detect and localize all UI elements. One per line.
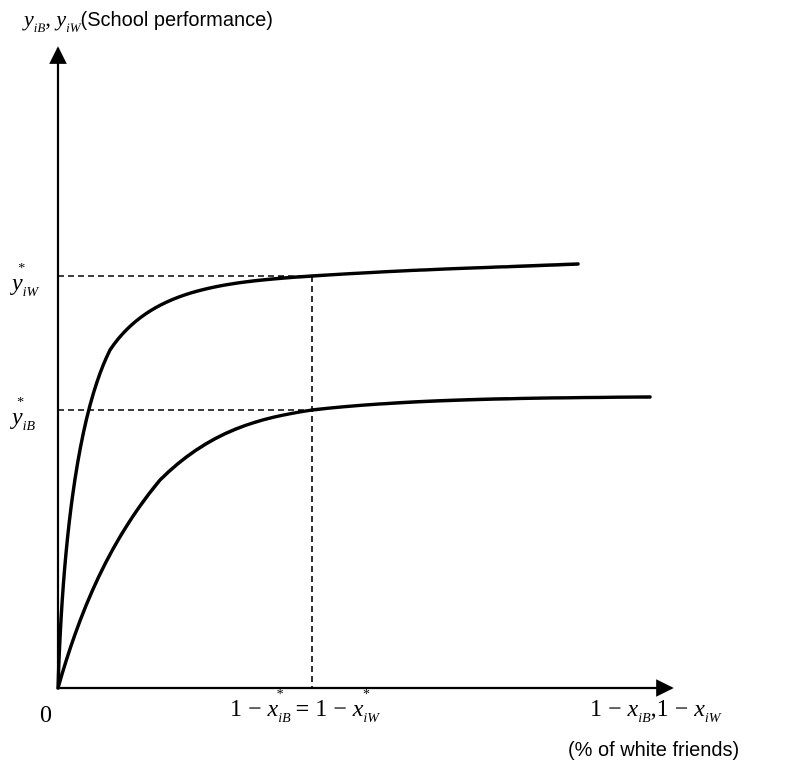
y-tick-upper-label: yiW* <box>10 261 40 300</box>
y-tick-lower-label: yiB* <box>10 395 36 434</box>
x-tick-label: 1 − xiB* = 1 − xiW* <box>230 687 380 726</box>
origin-label: 0 <box>40 702 52 728</box>
y-axis-label: yiB, yiW(School performance) <box>22 6 273 35</box>
curve-upper <box>56 262 580 690</box>
x-axis-label-math: 1 − xiB,1 − xiW <box>590 696 722 726</box>
x-axis-label-text: (% of white friends) <box>568 739 739 761</box>
curve-lower <box>56 395 652 690</box>
